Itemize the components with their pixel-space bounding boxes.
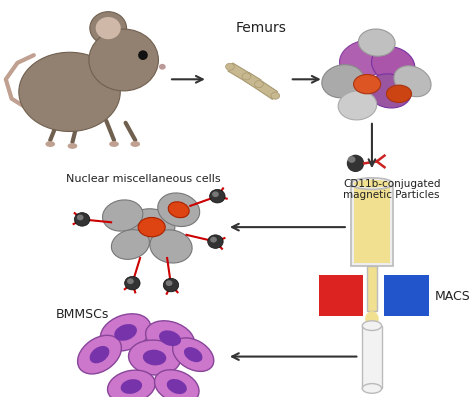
Ellipse shape xyxy=(96,17,121,39)
Text: BMMSCs: BMMSCs xyxy=(55,307,109,320)
Ellipse shape xyxy=(143,350,166,365)
Ellipse shape xyxy=(167,379,187,394)
Ellipse shape xyxy=(78,335,121,374)
Ellipse shape xyxy=(210,237,217,242)
Ellipse shape xyxy=(210,189,225,203)
Ellipse shape xyxy=(90,346,109,363)
Ellipse shape xyxy=(348,156,356,163)
Ellipse shape xyxy=(46,141,55,147)
Ellipse shape xyxy=(362,384,382,393)
Text: Femurs: Femurs xyxy=(236,21,286,35)
Ellipse shape xyxy=(100,314,151,351)
Bar xyxy=(319,276,363,316)
Ellipse shape xyxy=(138,217,165,237)
Ellipse shape xyxy=(111,229,149,259)
Ellipse shape xyxy=(19,52,120,131)
Ellipse shape xyxy=(394,66,431,97)
Bar xyxy=(384,276,429,316)
Ellipse shape xyxy=(358,29,395,56)
Ellipse shape xyxy=(158,193,200,227)
Ellipse shape xyxy=(159,330,181,346)
Ellipse shape xyxy=(242,73,251,80)
Ellipse shape xyxy=(155,370,199,403)
Ellipse shape xyxy=(77,215,83,220)
Ellipse shape xyxy=(208,235,223,248)
Ellipse shape xyxy=(354,74,381,94)
Ellipse shape xyxy=(125,276,140,290)
Bar xyxy=(362,326,382,389)
Ellipse shape xyxy=(173,338,214,371)
Ellipse shape xyxy=(128,340,181,375)
Ellipse shape xyxy=(354,180,390,187)
Ellipse shape xyxy=(130,141,140,147)
Ellipse shape xyxy=(372,47,415,83)
Text: CD11b-conjugated
magnetic Particles: CD11b-conjugated magnetic Particles xyxy=(343,179,440,200)
Text: MACS: MACS xyxy=(435,290,471,303)
Ellipse shape xyxy=(347,155,364,172)
Ellipse shape xyxy=(163,278,179,292)
Ellipse shape xyxy=(114,324,137,341)
Ellipse shape xyxy=(386,85,411,103)
Ellipse shape xyxy=(367,74,411,108)
Ellipse shape xyxy=(362,321,382,330)
Bar xyxy=(351,184,393,266)
Ellipse shape xyxy=(150,230,192,263)
Ellipse shape xyxy=(121,379,142,394)
Ellipse shape xyxy=(108,370,155,403)
Bar xyxy=(354,187,390,263)
Ellipse shape xyxy=(127,278,134,284)
Ellipse shape xyxy=(109,141,119,147)
Ellipse shape xyxy=(125,209,175,246)
Ellipse shape xyxy=(184,347,202,362)
Ellipse shape xyxy=(365,311,379,326)
Ellipse shape xyxy=(159,64,166,69)
Ellipse shape xyxy=(339,40,389,78)
Ellipse shape xyxy=(74,213,90,226)
Ellipse shape xyxy=(255,81,263,88)
Ellipse shape xyxy=(68,143,77,149)
Ellipse shape xyxy=(90,12,127,44)
Ellipse shape xyxy=(102,200,143,231)
Ellipse shape xyxy=(338,91,377,120)
Text: Nuclear miscellaneous cells: Nuclear miscellaneous cells xyxy=(66,174,220,184)
Ellipse shape xyxy=(166,280,173,286)
Ellipse shape xyxy=(89,29,158,91)
Ellipse shape xyxy=(146,321,194,356)
Ellipse shape xyxy=(322,65,364,98)
Ellipse shape xyxy=(212,191,219,197)
Ellipse shape xyxy=(226,63,234,70)
Ellipse shape xyxy=(351,178,393,189)
Bar xyxy=(367,266,377,311)
Ellipse shape xyxy=(168,202,189,218)
Ellipse shape xyxy=(138,50,148,60)
Ellipse shape xyxy=(271,92,280,99)
